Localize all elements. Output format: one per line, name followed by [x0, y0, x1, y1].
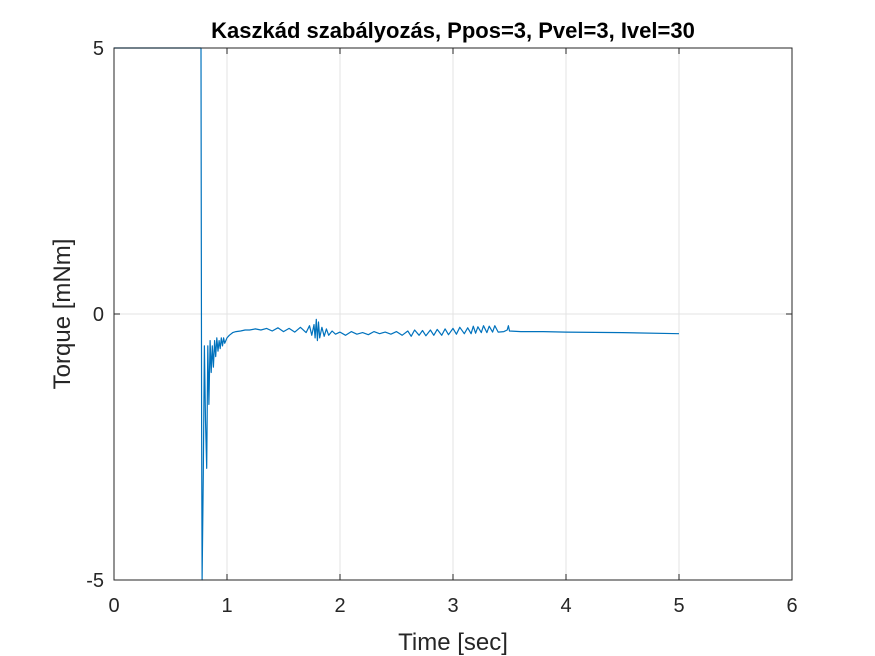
x-tick-label: 5 [673, 595, 684, 617]
x-axis-label: Time [sec] [398, 629, 508, 656]
y-tick-label: -5 [86, 570, 104, 592]
tick-marks [113, 47, 793, 581]
y-tick-label: 5 [93, 38, 104, 60]
y-axis-label: Torque [mNm] [49, 239, 76, 390]
x-tick-label: 3 [447, 595, 458, 617]
chart-title: Kaszkád szabályozás, Ppos=3, Pvel=3, Ive… [211, 18, 695, 43]
x-tick-label: 2 [334, 595, 345, 617]
x-tick-label: 0 [108, 595, 119, 617]
x-tick-label: 6 [786, 595, 797, 617]
tick-labels: 0 1 2 3 4 5 6-505 [86, 38, 797, 617]
torque-series-line [114, 47, 680, 581]
x-tick-label: 1 [221, 595, 232, 617]
x-tick-label: 4 [560, 595, 571, 617]
y-tick-label: 0 [93, 304, 104, 326]
grid-lines [114, 48, 792, 580]
